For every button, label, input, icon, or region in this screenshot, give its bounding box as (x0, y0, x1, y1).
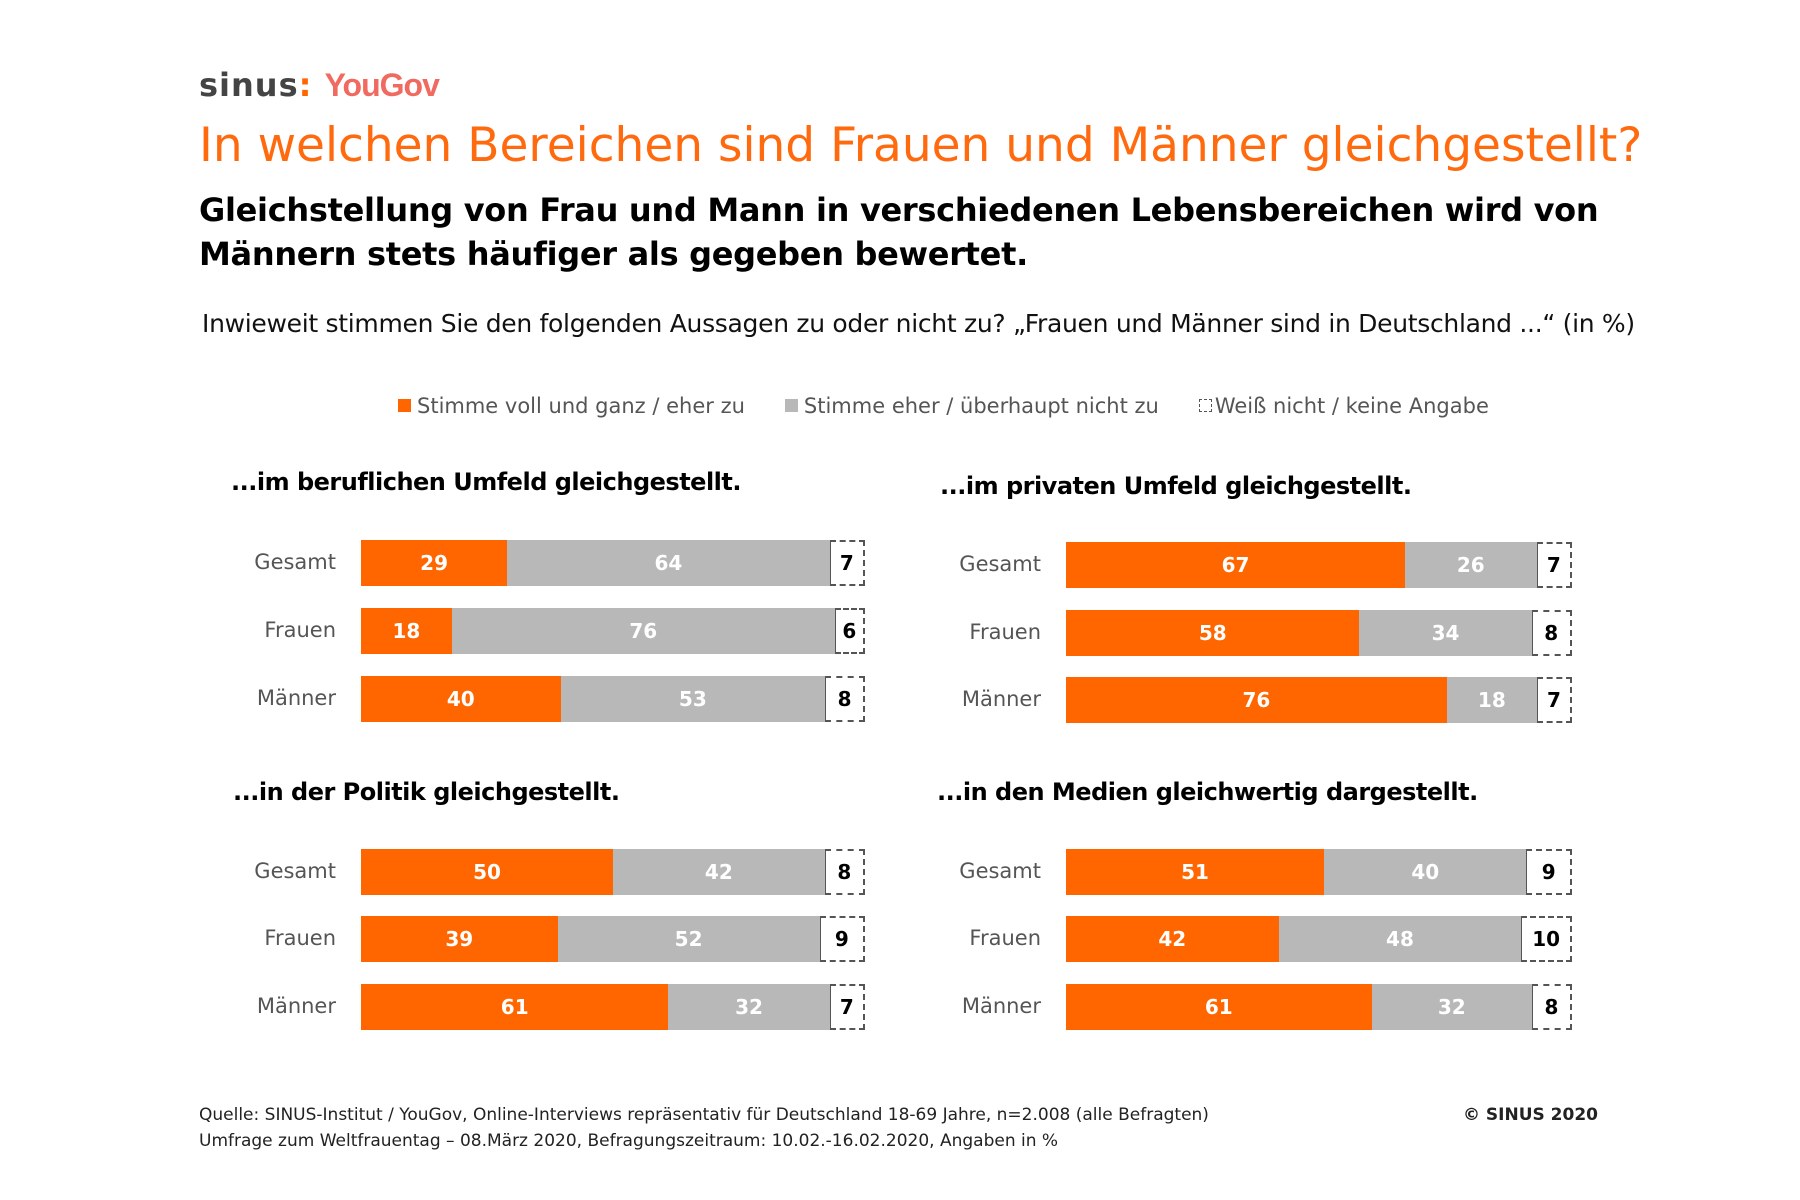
stacked-bar: 50 42 8 (361, 849, 865, 895)
category-label: Männer (256, 994, 336, 1018)
copyright: © SINUS 2020 (1463, 1105, 1598, 1125)
stacked-bar: 51 40 9 (1066, 849, 1572, 895)
chart-title: ...im privaten Umfeld gleichgestellt. (940, 472, 1412, 500)
page-subtitle: Gleichstellung von Frau und Mann in vers… (199, 191, 1599, 273)
category-label: Gesamt (254, 859, 336, 883)
bar-segment-agree: 40 (361, 676, 561, 722)
stacked-bar: 61 32 8 (1066, 984, 1572, 1030)
bar-segment-dont-know: 7 (1536, 542, 1572, 588)
category-label: Frauen (264, 618, 336, 642)
bar-segment-agree: 51 (1066, 849, 1325, 895)
bar-segment-disagree: 76 (451, 608, 835, 654)
bar-segment-disagree: 26 (1405, 542, 1537, 588)
bar-segment-agree: 61 (1066, 984, 1372, 1030)
bar-segment-disagree: 53 (560, 676, 826, 722)
page-title: In welchen Bereichen sind Frauen und Män… (199, 118, 1643, 173)
category-label: Gesamt (254, 550, 336, 574)
bar-segment-disagree: 40 (1324, 849, 1527, 895)
legend-swatch-disagree (784, 399, 798, 412)
sinus-yougov-logo: sinus: YouGov (199, 66, 440, 104)
legend-item-dont-know: Weiß nicht / keine Angabe (1198, 394, 1489, 418)
bar-segment-agree: 76 (1066, 677, 1447, 723)
stacked-bar: 39 52 9 (361, 916, 865, 962)
category-label: Männer (961, 687, 1041, 711)
chart-title: ...in den Medien gleichwertig dargestell… (937, 778, 1478, 806)
legend-item-disagree: Stimme eher / überhaupt nicht zu (784, 394, 1159, 418)
survey-question: Inwieweit stimmen Sie den folgenden Auss… (202, 309, 1635, 338)
bar-segment-disagree: 34 (1359, 610, 1532, 656)
category-label: Männer (961, 994, 1041, 1018)
category-label: Frauen (264, 926, 336, 950)
category-label: Männer (256, 686, 336, 710)
stacked-bar: 76 18 7 (1066, 677, 1572, 723)
stacked-bar: 67 26 7 (1066, 542, 1572, 588)
bar-segment-dont-know: 8 (1531, 984, 1572, 1030)
stacked-bar: 18 76 6 (361, 608, 865, 654)
legend-swatch-dont-know (1198, 399, 1212, 412)
logo-separator: : (298, 66, 313, 104)
category-label: Frauen (969, 926, 1041, 950)
bar-segment-disagree: 32 (1371, 984, 1532, 1030)
bar-segment-dont-know: 10 (1521, 916, 1572, 962)
bar-segment-agree: 58 (1066, 610, 1360, 656)
bar-segment-disagree: 64 (507, 540, 830, 586)
category-label: Gesamt (959, 552, 1041, 576)
source-line-1: Quelle: SINUS-Institut / YouGov, Online-… (199, 1105, 1209, 1125)
stacked-bar: 42 48 10 (1066, 916, 1572, 962)
bar-segment-agree: 61 (361, 984, 669, 1030)
legend-label: Stimme voll und ganz / eher zu (417, 394, 745, 418)
bar-segment-agree: 67 (1066, 542, 1406, 588)
legend: Stimme voll und ganz / eher zu Stimme eh… (398, 394, 1489, 418)
logo-yougov: YouGov (324, 67, 440, 103)
stacked-bar: 29 64 7 (361, 540, 865, 586)
legend-item-agree: Stimme voll und ganz / eher zu (398, 394, 745, 418)
category-label: Frauen (969, 620, 1041, 644)
bar-segment-agree: 18 (361, 608, 452, 654)
source-note: Quelle: SINUS-Institut / YouGov, Online-… (199, 1102, 1209, 1154)
bar-segment-dont-know: 7 (1536, 677, 1572, 723)
stacked-bar: 40 53 8 (361, 676, 865, 722)
bar-segment-disagree: 52 (557, 916, 820, 962)
bar-segment-agree: 29 (361, 540, 508, 586)
bar-segment-dont-know: 7 (829, 984, 865, 1030)
category-label: Gesamt (959, 859, 1041, 883)
bar-segment-dont-know: 8 (1531, 610, 1572, 656)
source-line-2: Umfrage zum Weltfrauentag – 08.März 2020… (199, 1131, 1059, 1151)
chart-title: ...im beruflichen Umfeld gleichgestellt. (231, 468, 741, 496)
stacked-bar: 58 34 8 (1066, 610, 1572, 656)
legend-label: Weiß nicht / keine Angabe (1214, 394, 1489, 418)
logo-sinus: sinus (199, 66, 299, 104)
stacked-bar: 61 32 7 (361, 984, 865, 1030)
bar-segment-dont-know: 6 (834, 608, 865, 654)
bar-segment-disagree: 18 (1446, 677, 1537, 723)
bar-segment-disagree: 42 (613, 849, 825, 895)
bar-segment-disagree: 32 (668, 984, 830, 1030)
bar-segment-dont-know: 7 (829, 540, 865, 586)
bar-segment-dont-know: 8 (824, 849, 865, 895)
bar-segment-dont-know: 8 (825, 676, 865, 722)
chart-title: ...in der Politik gleichgestellt. (233, 778, 620, 806)
bar-segment-dont-know: 9 (819, 916, 865, 962)
bar-segment-disagree: 48 (1278, 916, 1522, 962)
legend-label: Stimme eher / überhaupt nicht zu (803, 394, 1159, 418)
bar-segment-agree: 42 (1066, 916, 1279, 962)
bar-segment-agree: 39 (361, 916, 558, 962)
bar-segment-dont-know: 9 (1526, 849, 1572, 895)
bar-segment-agree: 50 (361, 849, 613, 895)
legend-swatch-agree (398, 399, 411, 412)
